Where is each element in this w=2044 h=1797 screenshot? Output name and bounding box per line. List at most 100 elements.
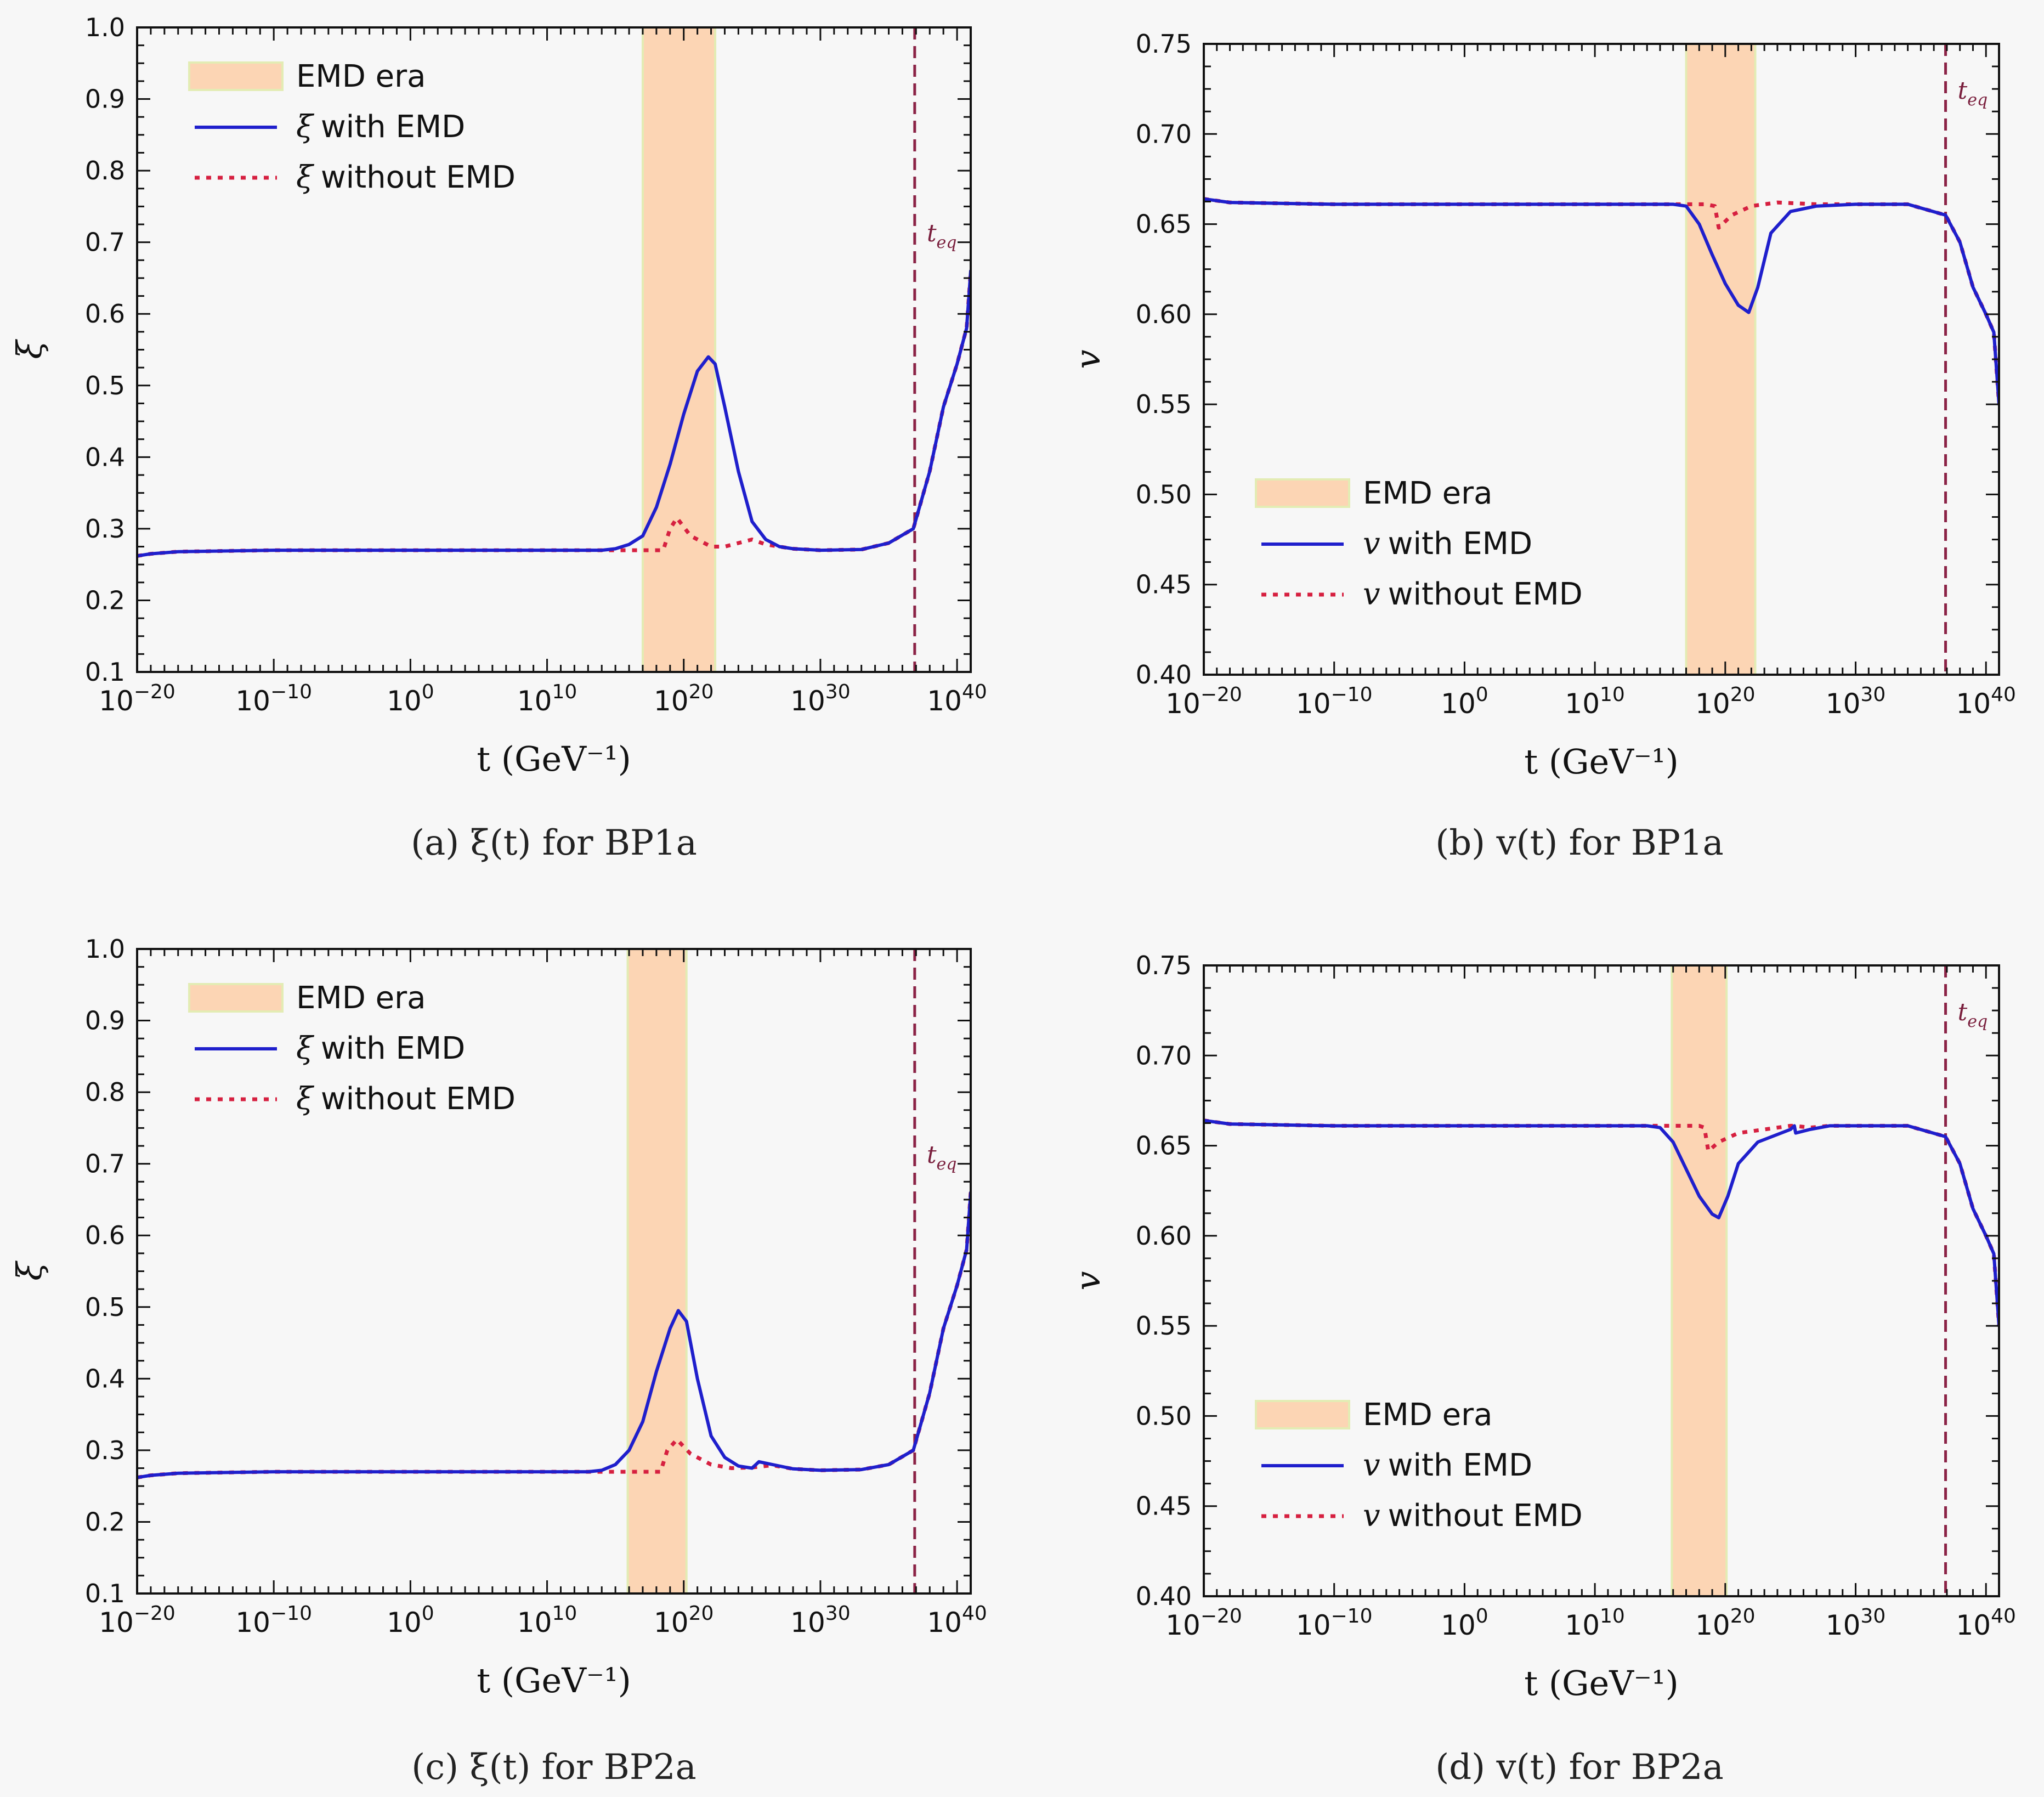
x-tick-label: 10−10 <box>235 681 312 717</box>
x-axis-label: t (GeV⁻¹) <box>1524 1663 1679 1703</box>
x-tick-base: 10 <box>235 685 270 717</box>
emd-era-band <box>1685 43 1757 676</box>
y-tick-label: 0.9 <box>85 1006 125 1036</box>
x-tick-exponent: −10 <box>1331 683 1373 706</box>
y-tick-label: 0.60 <box>1136 300 1192 329</box>
y-tick-label: 0.40 <box>1136 1581 1192 1611</box>
legend-with-emd-label: v with EMD <box>1363 1448 1532 1483</box>
x-tick-base: 10 <box>1441 688 1476 720</box>
legend-with-emd-label: ξ with EMD <box>296 109 465 145</box>
y-tick-label: 0.2 <box>85 585 125 615</box>
x-tick-label: 10−10 <box>1296 683 1373 720</box>
emd-era-band <box>641 26 717 673</box>
x-tick-base: 10 <box>387 1607 422 1638</box>
x-tick-exponent: −10 <box>270 1602 312 1625</box>
legend-without-emd-symbol: v <box>1363 577 1380 612</box>
teq-label-main: t <box>1958 998 1968 1026</box>
x-tick-label: 1040 <box>1956 683 2016 720</box>
x-tick-label: 1030 <box>790 681 850 717</box>
x-tick-exponent: 30 <box>825 1602 851 1625</box>
caption-d: (d) v(t) for BP2a <box>1435 1747 1724 1788</box>
y-tick-label: 0.3 <box>85 514 125 544</box>
legend-band-label: EMD era <box>296 980 426 1016</box>
x-tick-base: 10 <box>1296 1609 1331 1641</box>
x-tick-exponent: 10 <box>1600 683 1625 706</box>
series-with-emd-line <box>1204 1118 1999 1328</box>
y-tick-label: 0.2 <box>85 1507 125 1536</box>
x-tick-label: 1010 <box>517 681 577 717</box>
legend-band-label: EMD era <box>296 59 426 94</box>
teq-label-sub: eq <box>1967 1012 1988 1031</box>
teq-label-sub: eq <box>937 1155 957 1174</box>
x-tick-base: 10 <box>927 685 962 717</box>
x-axis-label: t (GeV⁻¹) <box>1524 742 1679 782</box>
x-tick-base: 10 <box>1956 1609 1991 1641</box>
x-tick-label: 100 <box>1441 1605 1488 1641</box>
x-tick-exponent: 20 <box>689 1602 714 1625</box>
y-tick-label: 0.9 <box>85 84 125 114</box>
series-with-emd-line <box>137 269 971 558</box>
x-tick-label: 1020 <box>1695 1605 1755 1641</box>
teq-label: teq <box>927 1141 957 1174</box>
legend-with-emd-text: with EMD <box>1388 526 1532 562</box>
series-with-emd-line <box>137 1190 971 1479</box>
y-tick-label: 0.40 <box>1136 660 1192 690</box>
x-tick-exponent: 20 <box>689 681 714 703</box>
series-without-emd-line <box>1204 197 1999 405</box>
y-tick-label: 0.1 <box>85 657 125 687</box>
teq-label-main: t <box>927 1141 937 1169</box>
x-tick-base: 10 <box>1695 1609 1730 1641</box>
x-tick-base: 10 <box>99 1607 134 1638</box>
y-tick-label: 0.7 <box>85 1149 125 1179</box>
x-tick-label: 1020 <box>1695 683 1755 720</box>
panel-b: teq 10−20 10−10 100 1010 1020 1030 1040 0.40 0.45… <box>1020 0 2044 900</box>
plot-area <box>1204 44 1999 675</box>
x-tick-base: 10 <box>1165 1609 1201 1641</box>
x-tick-exponent: −10 <box>1331 1605 1373 1628</box>
legend-with-emd-symbol: v <box>1363 526 1380 562</box>
y-tick-label: 0.8 <box>85 156 125 185</box>
x-tick-base: 10 <box>1956 688 1991 720</box>
y-tick-label: 0.6 <box>85 1220 125 1250</box>
y-tick-label: 0.45 <box>1136 1491 1192 1521</box>
series-group <box>137 1190 971 1479</box>
series-group <box>137 269 971 558</box>
x-tick-base: 10 <box>1165 688 1201 720</box>
x-tick-exponent: 40 <box>1991 683 2016 706</box>
legend-with-emd-symbol: v <box>1363 1448 1380 1483</box>
x-tick-label: 1040 <box>1956 1605 2016 1641</box>
x-tick-exponent: 10 <box>552 1602 577 1625</box>
x-tick-label: 100 <box>387 1602 434 1638</box>
x-tick-label: 1010 <box>1565 683 1624 720</box>
x-tick-exponent: 30 <box>1860 683 1886 706</box>
legend-with-emd-text: with EMD <box>321 1031 465 1066</box>
legend-with-emd-symbol: ξ <box>296 1031 315 1066</box>
panel-d: teq 10−20 10−10 100 1010 1020 1030 1040 0.40 0.45… <box>1020 900 2044 1797</box>
x-tick-exponent: 30 <box>1860 1605 1886 1628</box>
x-tick-label: 10−10 <box>235 1602 312 1638</box>
y-tick-label: 1.0 <box>85 934 125 964</box>
x-tick-label: 1030 <box>790 1602 850 1638</box>
legend-band-swatch <box>1255 478 1350 508</box>
x-tick-exponent: 10 <box>552 681 577 703</box>
x-tick-base: 10 <box>654 1607 689 1638</box>
y-axis-label: ξ <box>9 339 49 359</box>
caption-b: (b) v(t) for BP1a <box>1435 823 1724 863</box>
x-tick-base: 10 <box>517 685 552 717</box>
y-tick-label: 0.5 <box>85 1292 125 1322</box>
y-tick-label: 0.1 <box>85 1579 125 1608</box>
legend-without-emd-label: ξ without EMD <box>296 160 516 195</box>
x-tick-exponent: 30 <box>825 681 851 703</box>
x-tick-label: 10−10 <box>1296 1605 1373 1641</box>
x-tick-exponent: 0 <box>1476 1605 1488 1628</box>
plot-area <box>1204 965 1999 1596</box>
y-tick-label: 0.5 <box>85 371 125 400</box>
x-tick-label: 1040 <box>927 681 987 717</box>
x-tick-label: 1030 <box>1826 683 1886 720</box>
legend-with-emd-label: ξ with EMD <box>296 1031 465 1066</box>
y-axis-label: v <box>1068 349 1108 369</box>
y-tick-label: 0.4 <box>85 442 125 472</box>
